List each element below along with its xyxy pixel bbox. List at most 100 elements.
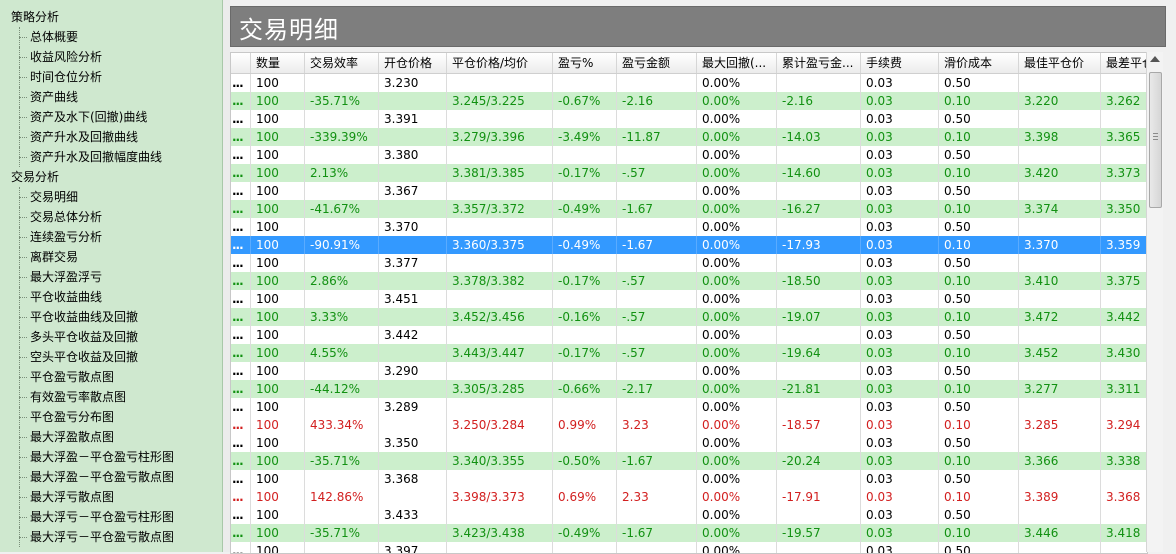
table-row[interactable]: ... 100 3.289 0.00% 0.03 0.50	[231, 398, 1147, 416]
table-row[interactable]: ... 100 433.34% 3.250/3.284 0.99% 3.23 0.00% -1…	[231, 416, 1147, 434]
table-row[interactable]: ... 100 2.13% 3.381/3.385 -0.17% -.57 0.00% -14…	[231, 164, 1147, 182]
tree-item-23[interactable]: 最大浮盈－平仓盈亏散点图	[0, 467, 222, 487]
scroll-up-icon[interactable]	[1150, 56, 1160, 62]
column-header-10[interactable]: 滑价成本	[939, 53, 1019, 73]
tree-group-0[interactable]: 策略分析	[11, 10, 60, 24]
tree-item-11[interactable]: 连续盈亏分析	[0, 227, 222, 247]
tree-item-24[interactable]: 最大浮亏散点图	[0, 487, 222, 507]
table-cell: 0.03	[861, 434, 939, 452]
table-cell	[305, 362, 379, 380]
table-cell	[447, 74, 553, 92]
column-header-5[interactable]: 盈亏%	[553, 53, 617, 73]
table-cell: 100	[251, 470, 305, 488]
tree-item-25[interactable]: 最大浮亏－平仓盈亏柱形图	[0, 507, 222, 527]
tree-item-26[interactable]: 最大浮亏－平仓盈亏散点图	[0, 527, 222, 547]
tree-item-18[interactable]: 平仓盈亏散点图	[0, 367, 222, 387]
table-row[interactable]: ... 100 3.367 0.00% 0.03 0.50	[231, 182, 1147, 200]
table-cell: ...	[231, 524, 251, 542]
tree-item-15[interactable]: 平仓收益曲线及回撤	[0, 307, 222, 327]
column-header-4[interactable]: 平仓价格/均价	[447, 53, 553, 73]
tree-item-20[interactable]: 平仓盈亏分布图	[0, 407, 222, 427]
table-row[interactable]: ... 100 3.391 0.00% 0.03 0.50	[231, 110, 1147, 128]
table-cell: -0.49%	[553, 200, 617, 218]
splitter[interactable]	[223, 0, 230, 552]
table-cell: 0.50	[939, 290, 1019, 308]
tree-item-1[interactable]: 总体概要	[0, 27, 222, 47]
table-cell: 3.472	[1019, 308, 1101, 326]
table-row[interactable]: ... 100 2.86% 3.378/3.382 -0.17% -.57 0.00% -18…	[231, 272, 1147, 290]
tree-item-2[interactable]: 收益风险分析	[0, 47, 222, 67]
tree-item-19[interactable]: 有效盈亏率散点图	[0, 387, 222, 407]
table-cell	[553, 506, 617, 524]
table-row[interactable]: ... 100 3.397 0.00% 0.03 0.50	[231, 542, 1147, 553]
tree-item-14[interactable]: 平仓收益曲线	[0, 287, 222, 307]
table-row[interactable]: ... 100 -339.39% 3.279/3.396 -3.49% -11.87 0.0…	[231, 128, 1147, 146]
tree-item-13[interactable]: 最大浮盈浮亏	[0, 267, 222, 287]
table-row[interactable]: ... 100 -90.91% 3.360/3.375 -0.49% -1.67 0.00%…	[231, 236, 1147, 254]
table-row[interactable]: ... 100 3.370 0.00% 0.03 0.50	[231, 218, 1147, 236]
tree-item-9[interactable]: 交易明细	[0, 187, 222, 207]
table-cell	[379, 272, 447, 290]
table-row[interactable]: ... 100 3.377 0.00% 0.03 0.50	[231, 254, 1147, 272]
table-cell: 0.99%	[553, 416, 617, 434]
table-row[interactable]: ... 100 -35.71% 3.245/3.225 -0.67% -2.16 0.00%…	[231, 92, 1147, 110]
tree-item-4[interactable]: 资产曲线	[0, 87, 222, 107]
tree-item-16[interactable]: 多头平仓收益及回撤	[0, 327, 222, 347]
tree-item-10[interactable]: 交易总体分析	[0, 207, 222, 227]
table-cell: 100	[251, 542, 305, 553]
tree-item-6[interactable]: 资产升水及回撤曲线	[0, 127, 222, 147]
table-row[interactable]: ... 100 3.230 0.00% 0.03 0.50	[231, 74, 1147, 92]
table-row[interactable]: ... 100 3.368 0.00% 0.03 0.50	[231, 470, 1147, 488]
table-row[interactable]: ... 100 -41.67% 3.357/3.372 -0.49% -1.67 0.00%…	[231, 200, 1147, 218]
column-header-7[interactable]: 最大回撤(...	[697, 53, 777, 73]
table-row[interactable]: ... 100 3.350 0.00% 0.03 0.50	[231, 434, 1147, 452]
tree-item-22[interactable]: 最大浮盈－平仓盈亏柱形图	[0, 447, 222, 467]
table-cell	[1101, 326, 1147, 344]
table-cell	[447, 362, 553, 380]
table-cell: 0.00%	[697, 524, 777, 542]
tree-item-17[interactable]: 空头平仓收益及回撤	[0, 347, 222, 367]
column-header-3[interactable]: 开仓价格	[379, 53, 447, 73]
table-row[interactable]: ... 100 3.451 0.00% 0.03 0.50	[231, 290, 1147, 308]
table-row[interactable]: ... 100 3.380 0.00% 0.03 0.50	[231, 146, 1147, 164]
tree-item-7[interactable]: 资产升水及回撤幅度曲线	[0, 147, 222, 167]
table-row[interactable]: ... 100 4.55% 3.443/3.447 -0.17% -.57 0.00% -19…	[231, 344, 1147, 362]
table-cell	[1101, 254, 1147, 272]
table-cell	[553, 434, 617, 452]
table-cell: -3.49%	[553, 128, 617, 146]
tree-item-21[interactable]: 最大浮盈散点图	[0, 427, 222, 447]
tree-item-5[interactable]: 资产及水下(回撤)曲线	[0, 107, 222, 127]
table-cell: ...	[231, 272, 251, 290]
column-header-11[interactable]: 最佳平仓价	[1019, 53, 1101, 73]
table-cell: -41.67%	[305, 200, 379, 218]
table-row[interactable]: ... 100 3.290 0.00% 0.03 0.50	[231, 362, 1147, 380]
table-row[interactable]: ... 100 142.86% 3.398/3.373 0.69% 2.33 0.00% -1…	[231, 488, 1147, 506]
table-cell: 3.451	[379, 290, 447, 308]
table-cell	[1019, 470, 1101, 488]
table-row[interactable]: ... 100 -35.71% 3.340/3.355 -0.50% -1.67 0.00%…	[231, 452, 1147, 470]
column-header-1[interactable]: 数量	[251, 53, 305, 73]
column-header-8[interactable]: 累计盈亏金...	[777, 53, 861, 73]
tree-item-3[interactable]: 时间仓位分析	[0, 67, 222, 87]
table-row[interactable]: ... 100 -35.71% 3.423/3.438 -0.49% -1.67 0.00%…	[231, 524, 1147, 542]
table-cell	[305, 146, 379, 164]
table-row[interactable]: ... 100 3.442 0.00% 0.03 0.50	[231, 326, 1147, 344]
table-cell: 3.340/3.355	[447, 452, 553, 470]
column-header-0[interactable]	[231, 53, 251, 73]
column-header-2[interactable]: 交易效率	[305, 53, 379, 73]
table-row[interactable]: ... 100 3.433 0.00% 0.03 0.50	[231, 506, 1147, 524]
table-cell: 3.443/3.447	[447, 344, 553, 362]
table-cell: 100	[251, 128, 305, 146]
vertical-scrollbar[interactable]	[1146, 52, 1163, 552]
table-cell: 0.00%	[697, 182, 777, 200]
scrollbar-thumb[interactable]	[1149, 72, 1162, 208]
table-row[interactable]: ... 100 3.33% 3.452/3.456 -0.16% -.57 0.00% -19…	[231, 308, 1147, 326]
table-cell	[553, 74, 617, 92]
table-cell: ...	[231, 434, 251, 452]
tree-group-8[interactable]: 交易分析	[11, 170, 60, 184]
column-header-6[interactable]: 盈亏金额	[617, 53, 697, 73]
column-header-9[interactable]: 手续费	[861, 53, 939, 73]
column-header-12[interactable]: 最差平仓	[1101, 53, 1147, 73]
tree-item-12[interactable]: 离群交易	[0, 247, 222, 267]
table-row[interactable]: ... 100 -44.12% 3.305/3.285 -0.66% -2.17 0.00%…	[231, 380, 1147, 398]
